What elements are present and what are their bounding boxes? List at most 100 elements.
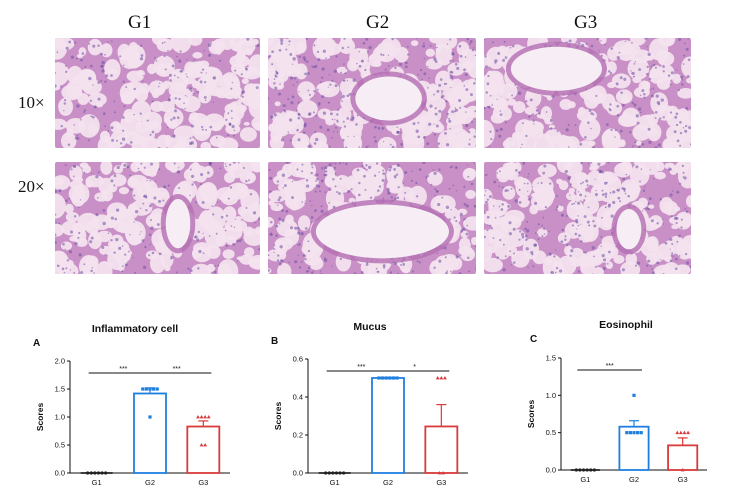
data-point (636, 431, 640, 435)
nucleus-dot (63, 271, 66, 274)
alveolus-shape (467, 61, 476, 79)
nucleus-dot (411, 170, 413, 173)
nucleus-dot (400, 142, 404, 146)
nucleus-dot (126, 165, 130, 169)
alveolus-shape (312, 140, 329, 148)
nucleus-dot (233, 226, 236, 228)
nucleus-dot (298, 243, 301, 246)
nucleus-dot (363, 174, 366, 178)
nucleus-dot (320, 205, 323, 208)
nucleus-dot (289, 226, 294, 230)
nucleus-dot (270, 233, 273, 236)
nucleus-dot (324, 258, 328, 263)
nucleus-dot (444, 131, 447, 135)
alveolus-shape (121, 90, 135, 105)
nucleus-dot (501, 203, 504, 206)
alveolus-shape (316, 82, 332, 94)
nucleus-dot (92, 44, 96, 48)
nucleus-dot (102, 209, 106, 212)
alveolus-shape (492, 107, 502, 119)
nucleus-dot (455, 189, 458, 192)
alveolus-shape (558, 180, 569, 191)
nucleus-dot (676, 69, 678, 71)
panel-label: C (530, 334, 537, 345)
nucleus-dot (507, 189, 510, 192)
nucleus-dot (229, 186, 233, 189)
nucleus-dot (197, 267, 200, 270)
nucleus-dot (309, 200, 312, 202)
alveolus-shape (412, 137, 422, 146)
nucleus-dot (607, 204, 611, 208)
nucleus-dot (623, 190, 626, 192)
nucleus-dot (93, 272, 95, 274)
nucleus-dot (170, 118, 173, 121)
nucleus-dot (311, 271, 314, 274)
nucleus-dot (433, 123, 435, 125)
alveolus-shape (135, 127, 156, 142)
nucleus-dot (636, 121, 640, 125)
nucleus-dot (643, 93, 646, 96)
significance-label: *** (119, 366, 127, 373)
nucleus-dot (365, 263, 369, 266)
nucleus-dot (512, 261, 516, 264)
nucleus-dot (139, 44, 143, 47)
nucleus-dot (590, 112, 594, 115)
nucleus-dot (341, 100, 343, 102)
nucleus-dot (638, 68, 642, 71)
nucleus-dot (78, 206, 80, 209)
nucleus-dot (619, 129, 623, 133)
alveolus-shape (586, 170, 605, 187)
nucleus-dot (503, 40, 506, 43)
nucleus-dot (186, 58, 188, 61)
micrograph-image (484, 162, 691, 274)
nucleus-dot (346, 117, 350, 120)
nucleus-dot (510, 264, 512, 266)
nucleus-dot (393, 168, 396, 171)
nucleus-dot (549, 182, 552, 185)
nucleus-dot (245, 207, 248, 209)
nucleus-dot (622, 103, 625, 107)
nucleus-dot (641, 210, 644, 212)
y-tick-label: 1.0 (546, 391, 556, 400)
significance-label: *** (173, 366, 181, 373)
nucleus-dot (529, 98, 533, 102)
nucleus-dot (118, 246, 122, 251)
alveolus-shape (118, 187, 130, 195)
nucleus-dot (422, 44, 426, 48)
nucleus-dot (91, 172, 93, 174)
y-tick-label: 0.5 (546, 428, 556, 437)
nucleus-dot (448, 119, 452, 123)
alveolus-shape (148, 80, 166, 96)
nucleus-dot (304, 257, 307, 261)
nucleus-dot (336, 120, 339, 123)
nucleus-dot (316, 177, 319, 181)
nucleus-dot (670, 215, 673, 218)
nucleus-dot (610, 128, 613, 132)
nucleus-dot (61, 267, 65, 271)
nucleus-dot (389, 165, 393, 169)
nucleus-dot (679, 182, 682, 185)
nucleus-dot (289, 139, 292, 142)
alveolus-shape (55, 62, 70, 86)
nucleus-dot (446, 43, 449, 45)
data-point (203, 415, 208, 419)
nucleus-dot (542, 171, 546, 175)
nucleus-dot (487, 224, 489, 226)
nucleus-dot (121, 137, 126, 141)
nucleus-dot (231, 117, 233, 119)
nucleus-dot (209, 125, 213, 129)
alveolus-shape (524, 106, 539, 116)
nucleus-dot (543, 233, 546, 235)
nucleus-dot (310, 221, 312, 223)
nucleus-dot (97, 81, 101, 84)
alveolus-shape (209, 135, 226, 147)
nucleus-dot (283, 184, 287, 188)
nucleus-dot (677, 89, 680, 92)
nucleus-dot (463, 185, 466, 188)
nucleus-dot (337, 108, 340, 111)
nucleus-dot (522, 162, 525, 163)
nucleus-dot (634, 264, 638, 267)
nucleus-dot (220, 215, 224, 219)
nucleus-dot (358, 51, 361, 53)
nucleus-dot (689, 265, 691, 269)
